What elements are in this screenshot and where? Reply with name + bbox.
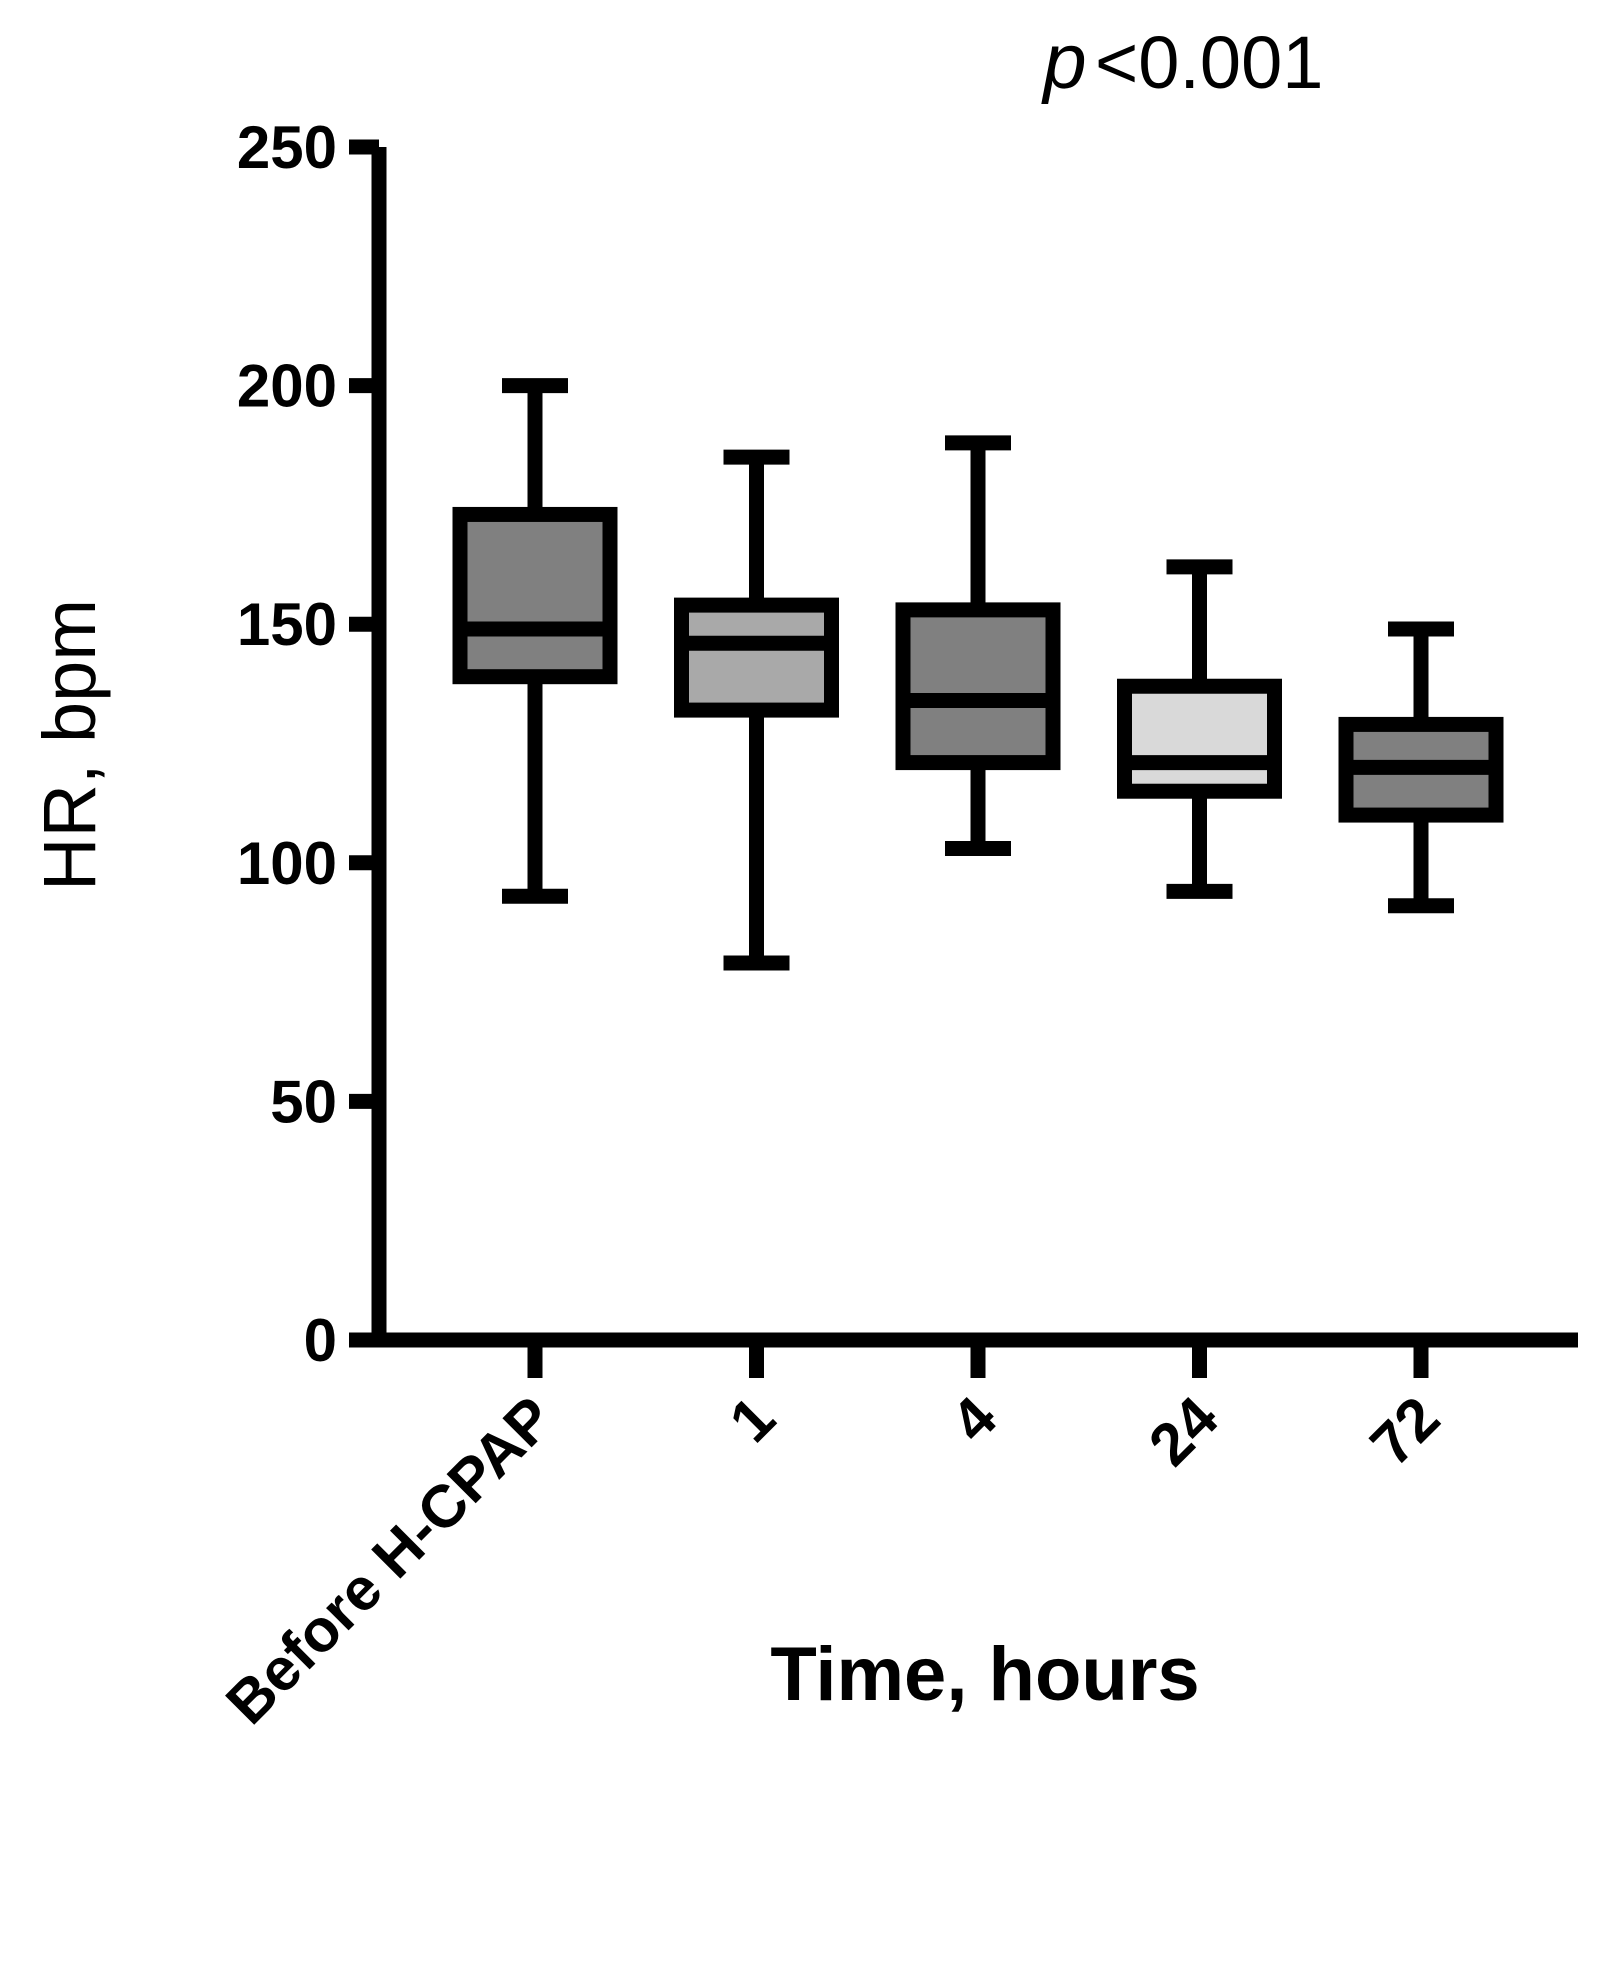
x-tick-label: 72 (1358, 1384, 1453, 1479)
x-tick-label: 4 (938, 1383, 1009, 1454)
x-tick-label: 24 (1136, 1383, 1231, 1478)
y-tick-label: 0 (304, 1307, 337, 1374)
x-tick-label: Before H-CPAP (213, 1384, 566, 1737)
box (452, 506, 618, 685)
y-tick-label: 150 (237, 591, 337, 658)
y-axis-label: HR, bpm (28, 599, 111, 891)
y-tick-label: 250 (237, 114, 337, 181)
box (895, 602, 1061, 771)
x-tick-label: 1 (717, 1384, 788, 1455)
x-axis-label: Time, hours (770, 1632, 1199, 1717)
y-tick-label: 50 (270, 1068, 337, 1135)
y-tick-label: 200 (237, 353, 337, 420)
p-symbol: p (1041, 17, 1086, 105)
box (1117, 678, 1282, 799)
box (674, 597, 839, 718)
y-tick-label: 100 (237, 830, 337, 897)
p-value: <0.001 (1095, 21, 1323, 104)
